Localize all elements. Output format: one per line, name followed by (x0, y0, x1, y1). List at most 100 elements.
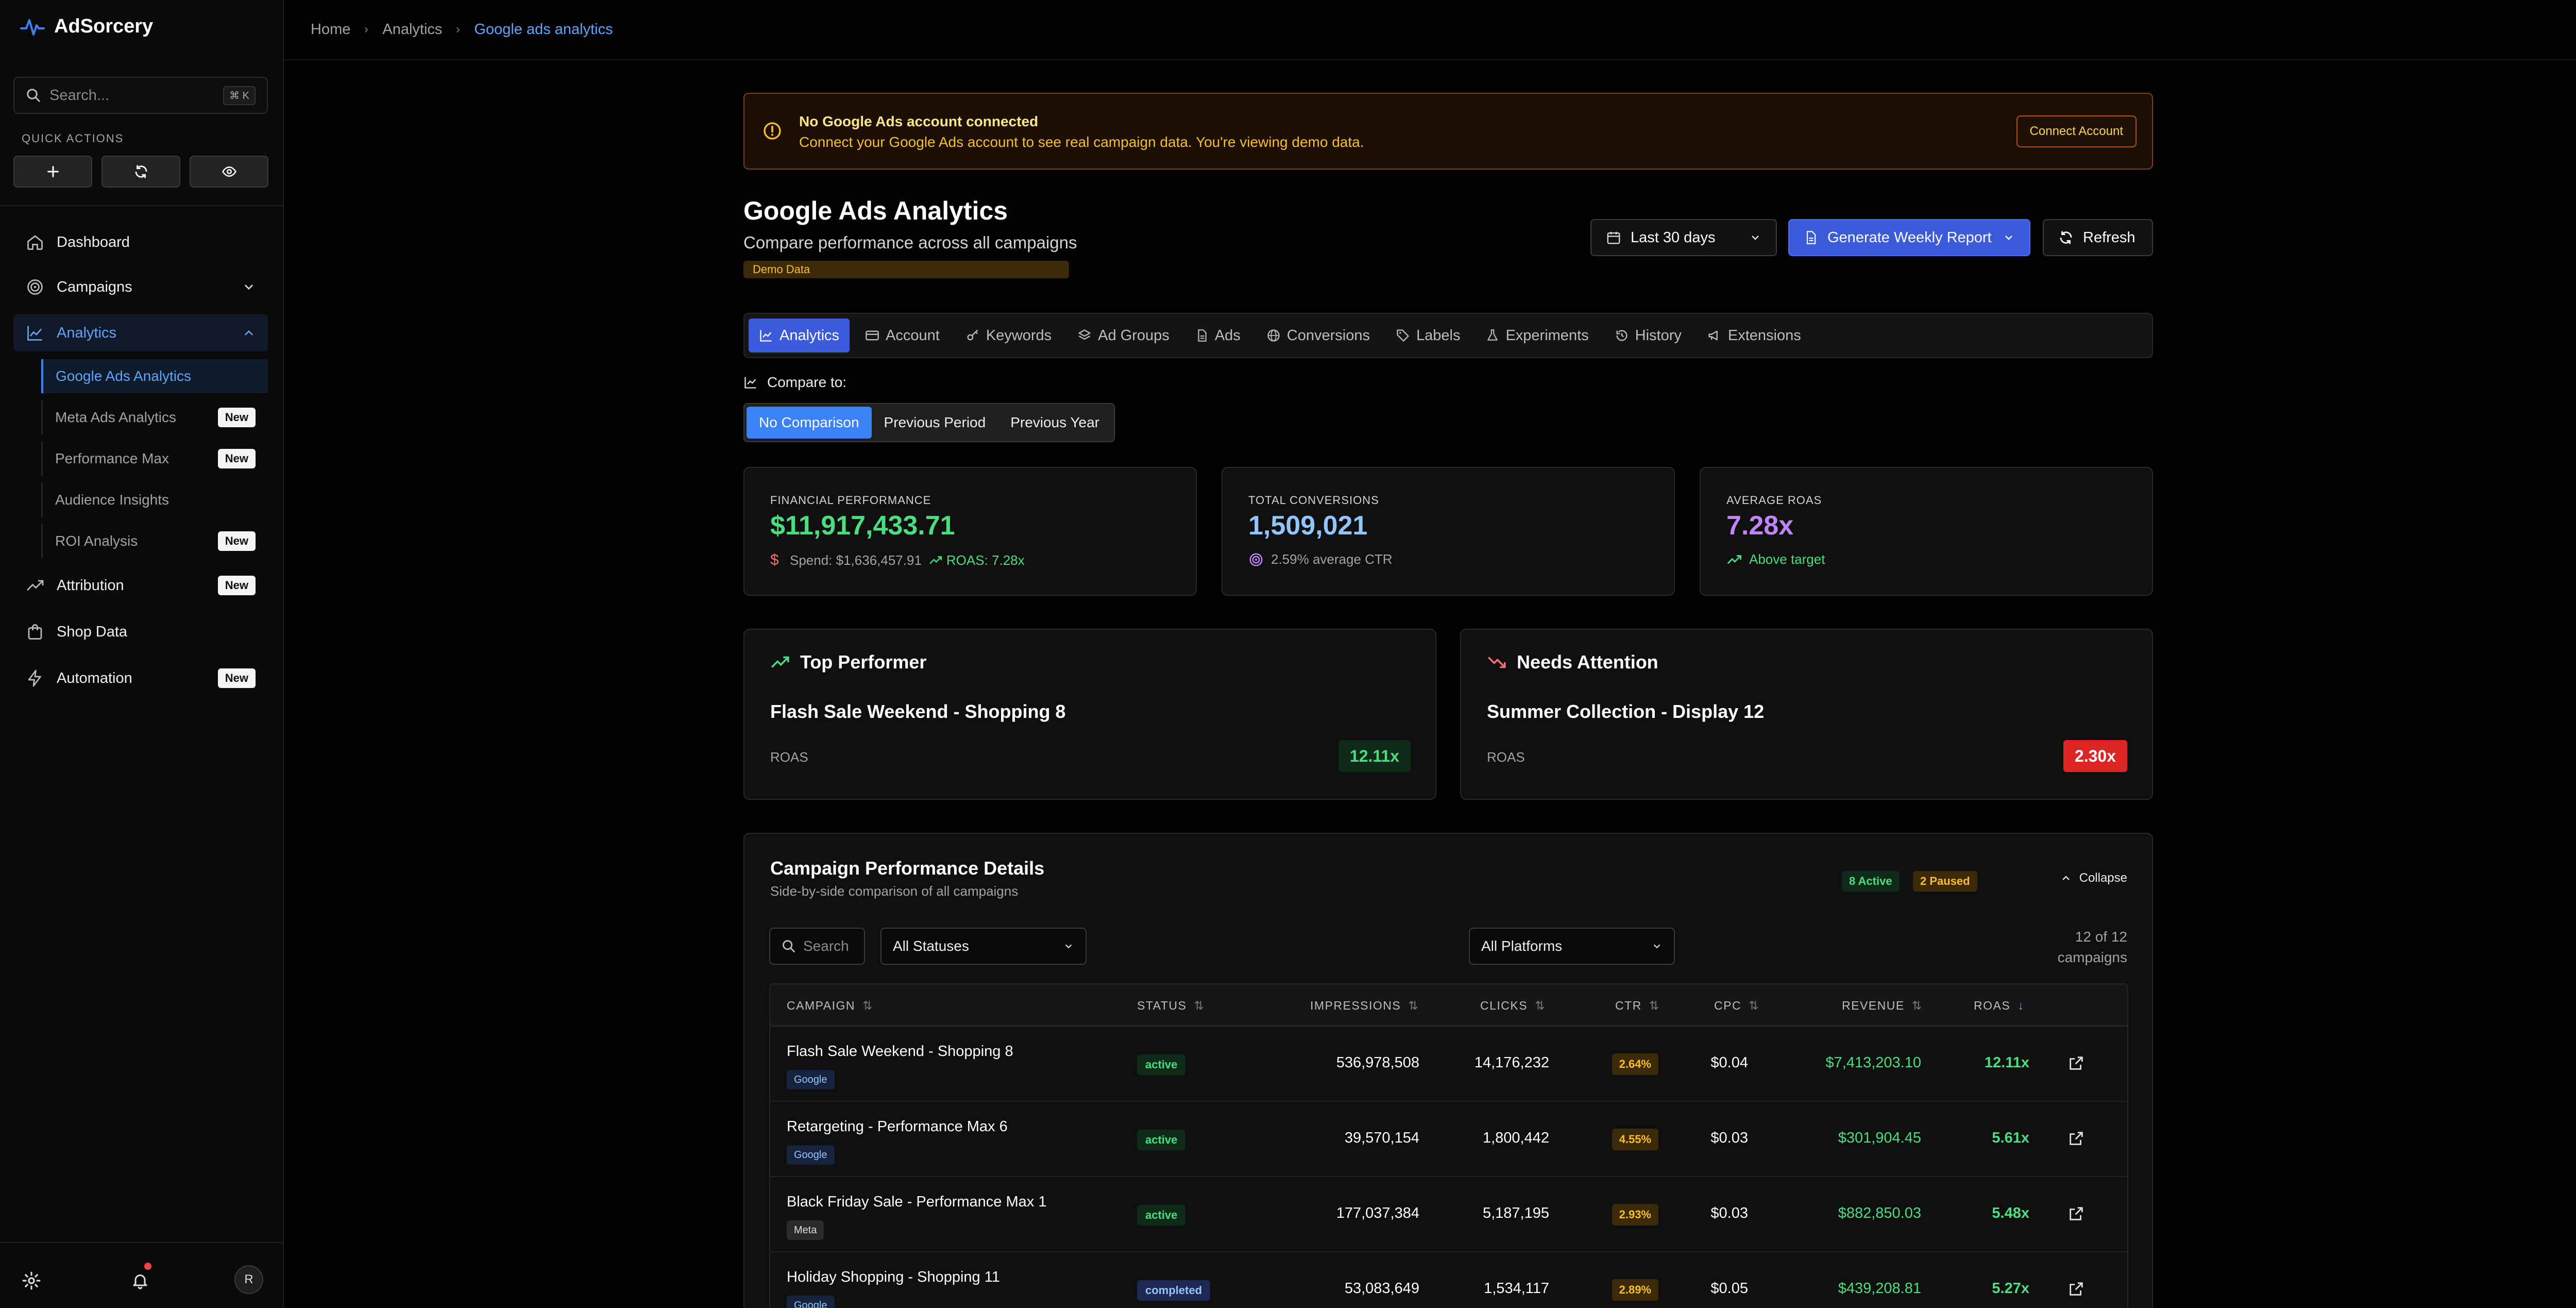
tab-label: Labels (1416, 327, 1461, 344)
nav-analytics[interactable]: Analytics (13, 314, 268, 351)
compare-previous-year-option[interactable]: Previous Year (1010, 414, 1099, 430)
search-shortcut: ⌘ K (223, 86, 256, 105)
nav-label: Analytics (57, 324, 117, 341)
average-roas-card: AVERAGE ROAS 7.28x Above target (1700, 467, 2153, 596)
chevron-down-icon (2005, 236, 2012, 240)
tab-analytics[interactable]: Analytics (749, 318, 850, 353)
connect-account-button[interactable]: Connect Account (2016, 115, 2137, 147)
column-header-cpc[interactable]: CPC ⇅ (1714, 998, 1759, 1012)
sidebar-footer-divider (0, 1242, 284, 1243)
page-subtitle: Compare performance across all campaigns (743, 233, 1077, 252)
clicks-cell: 5,187,195 (1482, 1205, 1549, 1221)
chart-icon (744, 377, 756, 389)
compare-label: Compare to: (743, 374, 846, 391)
needs-attention-heading: Needs Attention (1487, 651, 1658, 673)
table-search-input[interactable]: Search (769, 928, 865, 965)
kpi-footer: Above target (1726, 551, 1825, 567)
table-row[interactable]: Holiday Shopping - Shopping 11 Google co… (770, 1252, 2127, 1308)
table-row[interactable]: Retargeting - Performance Max 6 Google a… (770, 1102, 2127, 1177)
tab-history[interactable]: History (1604, 318, 1692, 353)
search-icon (27, 89, 40, 102)
avatar: R (234, 1265, 263, 1294)
quick-add-button[interactable] (13, 156, 92, 188)
nav-campaigns[interactable]: Campaigns (13, 269, 268, 306)
table-row[interactable]: Flash Sale Weekend - Shopping 8 Google a… (770, 1027, 2127, 1102)
notifications-button[interactable] (131, 1263, 151, 1293)
clicks-cell: 1,800,442 (1482, 1130, 1549, 1146)
platform-filter-select[interactable]: All Platforms (1469, 928, 1675, 965)
tab-extensions[interactable]: Extensions (1697, 318, 1811, 353)
app-logo[interactable]: AdSorcery (20, 15, 153, 38)
sidebar-divider (0, 205, 284, 206)
external-link-icon[interactable] (2067, 1280, 2085, 1298)
chevron-down-icon (1752, 236, 1759, 240)
table-row[interactable]: Black Friday Sale - Performance Max 1 Me… (770, 1177, 2127, 1252)
subnav-roi-analysis[interactable]: ROI Analysis New (41, 524, 268, 558)
cpc-cell: $0.03 (1710, 1130, 1748, 1146)
tab-experiments[interactable]: Experiments (1476, 318, 1599, 353)
subnav-google-ads-analytics[interactable]: Google Ads Analytics (41, 359, 268, 393)
tab-label: Ads (1214, 327, 1241, 344)
tab-ads[interactable]: Ads (1185, 318, 1251, 353)
column-header-campaign[interactable]: CAMPAIGN ⇅ (787, 998, 873, 1012)
subnav-label: Audience Insights (55, 492, 170, 508)
column-header-impressions[interactable]: IMPRESSIONS ⇅ (1310, 998, 1419, 1012)
heading-text: Top Performer (800, 651, 927, 673)
plus-icon (47, 166, 59, 177)
tab-label: History (1635, 327, 1682, 344)
subnav-audience-insights[interactable]: Audience Insights (41, 483, 268, 517)
bell-icon (133, 1275, 147, 1289)
sort-icon: ⇅ (1408, 998, 1419, 1012)
external-link-icon[interactable] (2067, 1205, 2085, 1222)
history-icon (1616, 330, 1628, 341)
campaign-performance-card: Campaign Performance Details Side-by-sid… (743, 833, 2153, 1308)
compare-previous-period-option[interactable]: Previous Period (884, 414, 986, 430)
column-header-roas[interactable]: ROAS ↓ (1974, 998, 2025, 1012)
subnav-performance-max[interactable]: Performance Max New (41, 442, 268, 476)
clicks-cell: 14,176,232 (1474, 1054, 1549, 1071)
tab-account[interactable]: Account (855, 318, 950, 353)
target-icon (27, 279, 43, 295)
quick-refresh-button[interactable] (101, 156, 180, 188)
settings-button[interactable] (22, 1271, 41, 1293)
tab-keywords[interactable]: Keywords (955, 318, 1062, 353)
external-link-icon[interactable] (2067, 1130, 2085, 1147)
tab-labels[interactable]: Labels (1385, 318, 1470, 353)
impressions-cell: 39,570,154 (1344, 1130, 1419, 1146)
sort-icon: ⇅ (862, 998, 873, 1012)
status-filter-select[interactable]: All Statuses (880, 928, 1087, 965)
column-header-status[interactable]: STATUS ⇅ (1137, 998, 1205, 1012)
key-icon (967, 329, 978, 341)
nav-label: Automation (57, 669, 132, 686)
column-header-revenue[interactable]: REVENUE ⇅ (1842, 998, 1923, 1012)
generate-report-button[interactable]: Generate Weekly Report (1788, 219, 2030, 256)
external-link-icon[interactable] (2067, 1054, 2085, 1072)
user-menu[interactable]: R (234, 1265, 263, 1294)
tab-conversions[interactable]: Conversions (1256, 318, 1380, 353)
nav-dashboard[interactable]: Dashboard (13, 224, 268, 261)
sidebar-search[interactable]: Search... ⌘ K (13, 77, 268, 114)
tab-ad-groups[interactable]: Ad Groups (1067, 318, 1180, 353)
nav-attribution[interactable]: Attribution New (13, 567, 268, 604)
nav-automation[interactable]: Automation New (13, 660, 268, 697)
metric-label: ROAS (1487, 749, 1525, 765)
kpi-value: 7.28x (1726, 511, 1794, 541)
breadcrumb-home[interactable]: Home (311, 21, 351, 38)
refresh-icon (2060, 231, 2072, 244)
attention-roas-value: 2.30x (2063, 740, 2127, 772)
collapse-button[interactable]: Collapse (2060, 871, 2127, 885)
kpi-label: TOTAL CONVERSIONS (1248, 494, 1379, 507)
column-header-ctr[interactable]: CTR ⇅ (1615, 998, 1660, 1012)
dollar-icon: $ (770, 551, 779, 568)
column-header-clicks[interactable]: CLICKS ⇅ (1480, 998, 1546, 1012)
breadcrumb-analytics[interactable]: Analytics (382, 21, 443, 38)
table-header: CAMPAIGN ⇅ STATUS ⇅ IMPRESSIONS ⇅ CLICKS ⇅ C… (770, 984, 2127, 1027)
compare-none-option[interactable]: No Comparison (747, 407, 872, 439)
nav-shop-data[interactable]: Shop Data (13, 613, 268, 650)
subnav-meta-ads-analytics[interactable]: Meta Ads Analytics New (41, 400, 268, 434)
nav-label: Campaigns (57, 278, 132, 295)
date-range-select[interactable]: Last 30 days (1590, 219, 1777, 256)
quick-preview-button[interactable] (190, 156, 268, 188)
alert-circle-icon (764, 122, 781, 140)
refresh-button[interactable]: Refresh (2043, 219, 2153, 256)
